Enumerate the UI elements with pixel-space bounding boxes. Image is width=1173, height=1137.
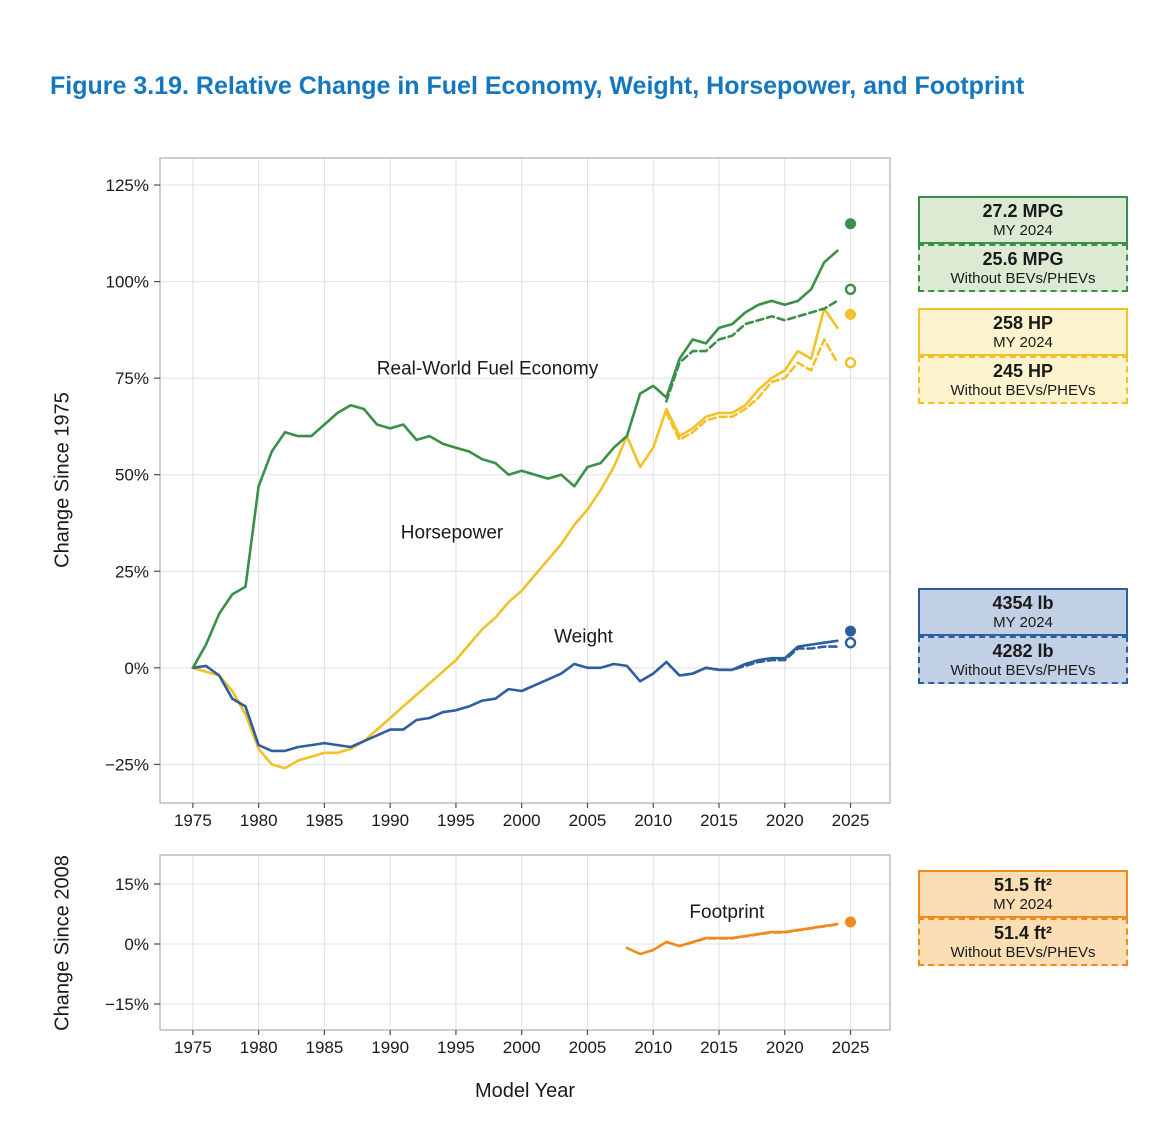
legend-caption: MY 2024 <box>993 614 1053 631</box>
svg-text:2015: 2015 <box>700 1038 738 1057</box>
svg-text:1975: 1975 <box>174 1038 212 1057</box>
legend-caption: Without BEVs/PHEVs <box>950 662 1096 679</box>
svg-text:75%: 75% <box>115 369 149 388</box>
legend-value: 27.2 MPG <box>982 201 1064 221</box>
svg-text:1980: 1980 <box>240 811 278 830</box>
svg-text:−25%: −25% <box>105 755 149 774</box>
legend-value: 51.5 ft² <box>993 875 1053 895</box>
legend-caption: Without BEVs/PHEVs <box>950 270 1096 287</box>
svg-text:2025: 2025 <box>832 811 870 830</box>
svg-text:Real-World Fuel Economy: Real-World Fuel Economy <box>377 358 599 379</box>
svg-text:2010: 2010 <box>634 811 672 830</box>
svg-text:2000: 2000 <box>503 811 541 830</box>
legend-box-weight-no-bev: 4282 lb Without BEVs/PHEVs <box>918 636 1128 684</box>
x-axis-title: Model Year <box>474 1080 576 1102</box>
legend-value: 245 HP <box>992 361 1054 381</box>
svg-text:2010: 2010 <box>634 1038 672 1057</box>
svg-text:2015: 2015 <box>700 811 738 830</box>
legend-value: 4282 lb <box>992 641 1054 661</box>
legend-box-hp-my2024: 258 HP MY 2024 <box>918 308 1128 356</box>
svg-text:1995: 1995 <box>437 1038 475 1057</box>
footprint-chart: 1975 1980 1985 1990 1995 2000 2005 2010 2015 2020… <box>105 854 891 1057</box>
svg-text:1975: 1975 <box>174 811 212 830</box>
legend-box-footprint-no-bev: 51.4 ft² Without BEVs/PHEVs <box>918 918 1128 966</box>
svg-text:1990: 1990 <box>371 811 409 830</box>
svg-text:1980: 1980 <box>240 1038 278 1057</box>
legend-box-hp-no-bev: 245 HP Without BEVs/PHEVs <box>918 356 1128 404</box>
legend-value: 25.6 MPG <box>982 249 1064 269</box>
svg-text:125%: 125% <box>106 176 149 195</box>
svg-text:50%: 50% <box>115 466 149 485</box>
legend-value: 4354 lb <box>992 593 1054 613</box>
svg-text:1985: 1985 <box>306 811 344 830</box>
legend-box-weight-my2024: 4354 lb MY 2024 <box>918 588 1128 636</box>
svg-text:2005: 2005 <box>569 811 607 830</box>
legend-box-mpg-my2024: 27.2 MPG MY 2024 <box>918 196 1128 244</box>
legend-caption: Without BEVs/PHEVs <box>950 944 1096 961</box>
svg-text:2000: 2000 <box>503 1038 541 1057</box>
svg-text:100%: 100% <box>106 273 149 292</box>
svg-text:1985: 1985 <box>306 1038 344 1057</box>
legend-caption: MY 2024 <box>993 222 1053 239</box>
svg-text:25%: 25% <box>115 562 149 581</box>
svg-text:1995: 1995 <box>437 811 475 830</box>
svg-text:2005: 2005 <box>569 1038 607 1057</box>
svg-text:2025: 2025 <box>832 1038 870 1057</box>
svg-text:Weight: Weight <box>554 627 614 648</box>
legend-caption: MY 2024 <box>993 334 1053 351</box>
legend-value: 51.4 ft² <box>993 923 1053 943</box>
svg-text:2020: 2020 <box>766 1038 804 1057</box>
svg-text:0%: 0% <box>124 659 149 678</box>
svg-text:1990: 1990 <box>371 1038 409 1057</box>
svg-text:15%: 15% <box>115 875 149 894</box>
legend-caption: Without BEVs/PHEVs <box>950 382 1096 399</box>
legend-box-footprint-my2024: 51.5 ft² MY 2024 <box>918 870 1128 918</box>
fuel-hp-weight-chart: 1975 1980 1985 1990 1995 2000 2005 2010 2015 2020… <box>105 157 891 830</box>
svg-text:Footprint: Footprint <box>689 902 765 923</box>
svg-text:Horsepower: Horsepower <box>401 522 504 543</box>
legend-value: 258 HP <box>992 313 1054 333</box>
svg-text:2020: 2020 <box>766 811 804 830</box>
svg-text:0%: 0% <box>124 935 149 954</box>
legend-caption: MY 2024 <box>993 896 1053 913</box>
figure-title: Figure 3.19. Relative Change in Fuel Eco… <box>50 72 1025 100</box>
legend-box-mpg-no-bev: 25.6 MPG Without BEVs/PHEVs <box>918 244 1128 292</box>
svg-text:−15%: −15% <box>105 995 149 1014</box>
